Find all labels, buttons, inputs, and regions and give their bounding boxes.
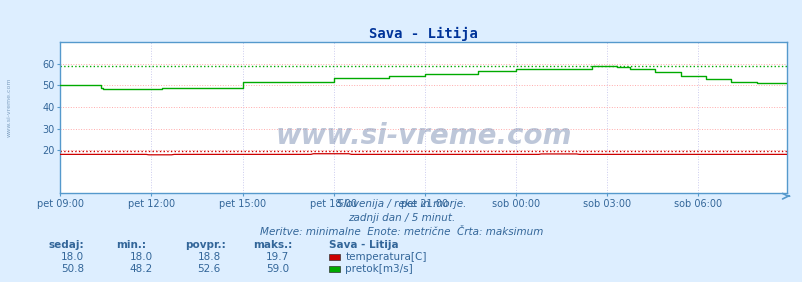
Text: 52.6: 52.6 [197, 264, 221, 274]
Text: povpr.:: povpr.: [184, 240, 225, 250]
Text: Slovenija / reke in morje.: Slovenija / reke in morje. [336, 199, 466, 209]
Title: Sava - Litija: Sava - Litija [369, 27, 477, 41]
Text: 48.2: 48.2 [129, 264, 152, 274]
Text: 19.7: 19.7 [265, 252, 289, 262]
Text: Sava - Litija: Sava - Litija [329, 240, 399, 250]
Text: 59.0: 59.0 [265, 264, 289, 274]
Text: sedaj:: sedaj: [48, 240, 83, 250]
Text: pretok[m3/s]: pretok[m3/s] [345, 264, 412, 274]
Text: www.si-vreme.com: www.si-vreme.com [275, 122, 571, 150]
Text: 50.8: 50.8 [61, 264, 84, 274]
Text: maks.:: maks.: [253, 240, 292, 250]
Text: min.:: min.: [116, 240, 146, 250]
Text: Meritve: minimalne  Enote: metrične  Črta: maksimum: Meritve: minimalne Enote: metrične Črta:… [260, 227, 542, 237]
Text: 18.8: 18.8 [197, 252, 221, 262]
Text: temperatura[C]: temperatura[C] [345, 252, 426, 262]
Text: www.si-vreme.com: www.si-vreme.com [6, 78, 11, 137]
Text: 18.0: 18.0 [61, 252, 84, 262]
Text: zadnji dan / 5 minut.: zadnji dan / 5 minut. [347, 213, 455, 223]
Text: 18.0: 18.0 [129, 252, 152, 262]
